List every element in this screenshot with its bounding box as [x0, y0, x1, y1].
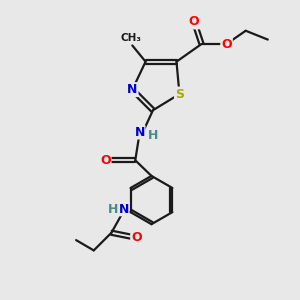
Text: H: H [108, 203, 118, 216]
Text: N: N [118, 203, 129, 216]
Text: O: O [221, 38, 232, 50]
Text: O: O [100, 154, 111, 167]
Text: O: O [189, 15, 200, 28]
Text: N: N [127, 83, 137, 96]
Text: O: O [131, 231, 142, 244]
Text: H: H [148, 129, 158, 142]
Text: CH₃: CH₃ [120, 33, 141, 43]
Text: S: S [175, 88, 184, 100]
Text: N: N [134, 126, 145, 139]
